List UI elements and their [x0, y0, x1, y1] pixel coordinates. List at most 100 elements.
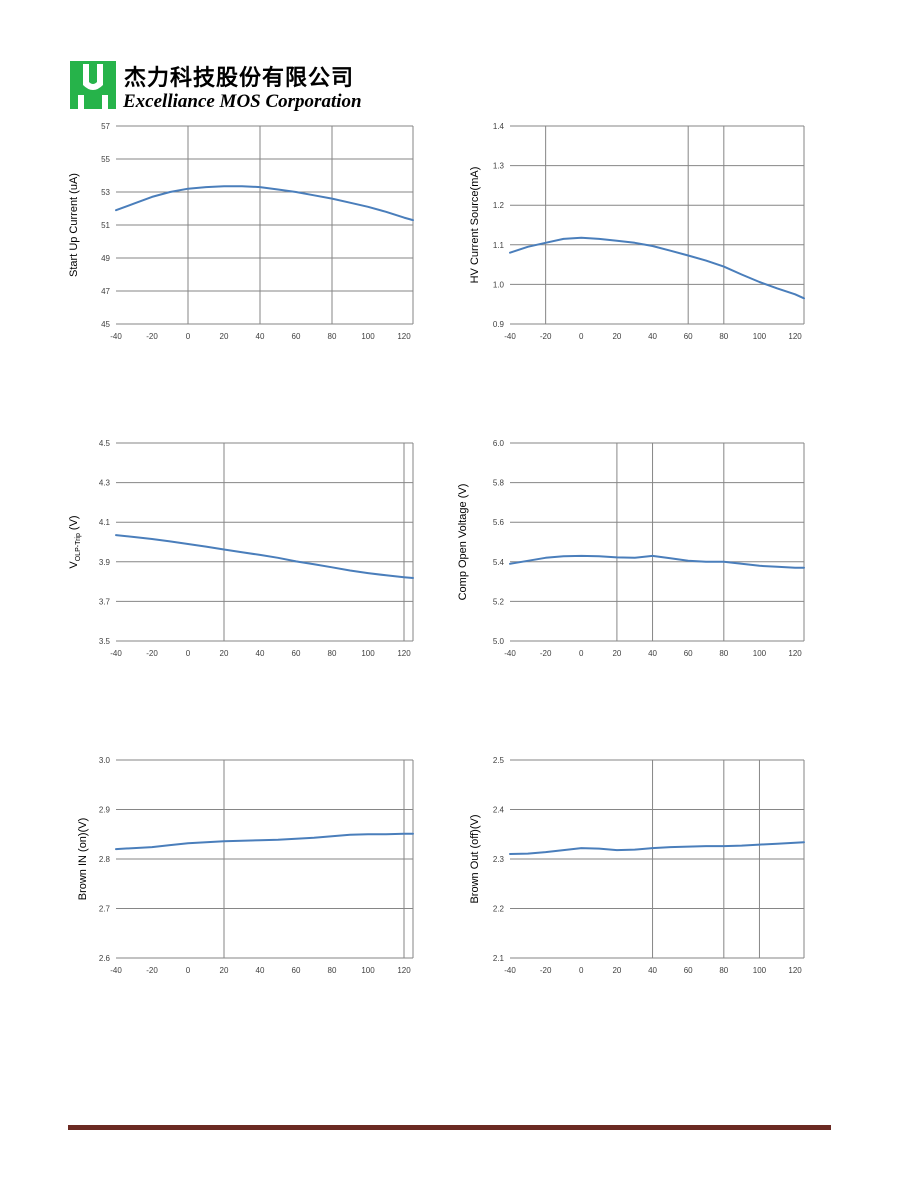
- x-tick-label: 80: [328, 332, 337, 341]
- x-tick-label: -40: [504, 332, 516, 341]
- x-tick-label: 0: [186, 966, 191, 975]
- footer-divider: [68, 1125, 831, 1130]
- x-tick-label: 60: [684, 966, 693, 975]
- x-tick-label: 20: [612, 649, 621, 658]
- y-tick-label: 1.2: [493, 201, 505, 210]
- y-tick-label: 2.4: [493, 806, 505, 815]
- em-logo-icon: [70, 61, 116, 109]
- y-tick-label: 1.3: [493, 162, 505, 171]
- x-tick-label: -20: [146, 332, 158, 341]
- series-line: [509, 841, 805, 855]
- y-tick-label: 1.0: [493, 280, 505, 289]
- y-axis-title: Brown IN (on)(V): [77, 818, 89, 901]
- x-tick-label: 0: [579, 966, 584, 975]
- y-axis-title: Comp Open Voltage (V): [457, 484, 469, 601]
- y-tick-label: 4.1: [99, 518, 111, 527]
- y-tick-label: 5.0: [493, 637, 505, 646]
- x-tick-label: -20: [146, 649, 158, 658]
- x-tick-label: -20: [146, 966, 158, 975]
- x-tick-label: 40: [648, 966, 657, 975]
- x-tick-label: 120: [788, 332, 802, 341]
- y-tick-label: 2.2: [493, 905, 505, 914]
- y-tick-label: 3.5: [99, 637, 111, 646]
- x-tick-label: 60: [684, 332, 693, 341]
- x-tick-label: 80: [328, 966, 337, 975]
- y-tick-label: 5.4: [493, 558, 505, 567]
- x-tick-label: 40: [648, 332, 657, 341]
- x-tick-label: -40: [504, 966, 516, 975]
- y-tick-label: 3.0: [99, 756, 111, 765]
- y-tick-label: 2.3: [493, 855, 505, 864]
- x-tick-label: 100: [753, 966, 767, 975]
- y-tick-label: 2.5: [493, 756, 505, 765]
- y-tick-label: 2.9: [99, 806, 111, 815]
- x-tick-label: 80: [719, 649, 728, 658]
- x-tick-label: 40: [256, 649, 265, 658]
- x-tick-label: -40: [110, 649, 122, 658]
- y-tick-label: 5.8: [493, 479, 505, 488]
- y-tick-label: 3.9: [99, 558, 111, 567]
- x-tick-label: -20: [540, 649, 552, 658]
- y-tick-label: 5.2: [493, 597, 505, 606]
- x-tick-label: 60: [292, 649, 301, 658]
- series-line: [509, 236, 805, 300]
- x-tick-label: 20: [612, 966, 621, 975]
- x-tick-label: 40: [256, 332, 265, 341]
- x-tick-label: 40: [256, 966, 265, 975]
- x-tick-label: 20: [220, 649, 229, 658]
- x-tick-label: 100: [361, 966, 375, 975]
- x-tick-label: 120: [788, 649, 802, 658]
- y-tick-label: 4.5: [99, 439, 111, 448]
- x-tick-label: 60: [292, 332, 301, 341]
- x-tick-label: 20: [612, 332, 621, 341]
- y-axis-title: HV Current Source(mA): [469, 167, 481, 284]
- x-tick-label: 0: [186, 332, 191, 341]
- x-tick-label: 0: [186, 649, 191, 658]
- x-tick-label: -40: [110, 966, 122, 975]
- series-line: [115, 832, 414, 851]
- x-tick-label: 100: [361, 649, 375, 658]
- x-tick-label: 80: [719, 332, 728, 341]
- x-tick-label: 100: [753, 332, 767, 341]
- y-tick-label: 2.7: [99, 905, 111, 914]
- x-tick-label: -20: [540, 332, 552, 341]
- y-tick-label: 1.1: [493, 241, 505, 250]
- x-tick-label: 120: [397, 649, 411, 658]
- x-tick-label: 60: [684, 649, 693, 658]
- y-tick-label: 2.1: [493, 954, 505, 963]
- series-line: [115, 185, 414, 222]
- x-tick-label: 40: [648, 649, 657, 658]
- y-tick-label: 2.8: [99, 855, 111, 864]
- y-tick-label: 55: [101, 155, 110, 164]
- x-tick-label: 100: [753, 649, 767, 658]
- x-tick-label: 20: [220, 966, 229, 975]
- y-tick-label: 45: [101, 320, 110, 329]
- x-tick-label: 80: [328, 649, 337, 658]
- y-tick-label: 6.0: [493, 439, 505, 448]
- x-tick-label: -20: [540, 966, 552, 975]
- company-name-chinese: 杰力科技股份有限公司: [124, 65, 355, 91]
- y-tick-label: 2.6: [99, 954, 111, 963]
- series-line: [115, 534, 414, 579]
- x-tick-label: 120: [397, 966, 411, 975]
- y-tick-label: 51: [101, 221, 110, 230]
- x-tick-label: 60: [292, 966, 301, 975]
- company-name-english: Excelliance MOS Corporation: [123, 91, 362, 112]
- x-tick-label: 0: [579, 332, 584, 341]
- series-line: [509, 554, 805, 569]
- x-tick-label: -40: [110, 332, 122, 341]
- y-tick-label: 49: [101, 254, 110, 263]
- x-tick-label: 0: [579, 649, 584, 658]
- y-tick-label: 3.7: [99, 597, 111, 606]
- y-tick-label: 0.9: [493, 320, 505, 329]
- y-tick-label: 53: [101, 188, 110, 197]
- y-axis-title: Brown Out (off)(V): [469, 814, 481, 903]
- x-tick-label: 120: [788, 966, 802, 975]
- y-tick-label: 1.4: [493, 122, 505, 131]
- y-tick-label: 47: [101, 287, 110, 296]
